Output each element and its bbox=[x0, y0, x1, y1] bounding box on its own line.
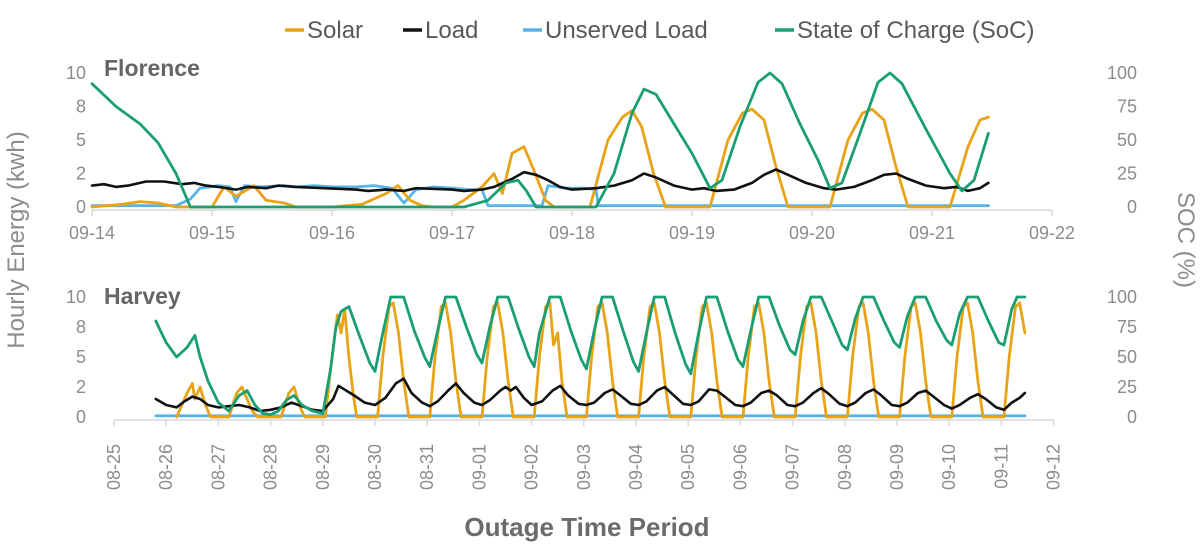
x-tick-label: 09-04 bbox=[626, 444, 646, 490]
legend-item-solar: Solar bbox=[285, 17, 363, 44]
y-right-tick-label: 50 bbox=[1117, 347, 1137, 367]
legend-label-unserved-load: Unserved Load bbox=[545, 17, 708, 44]
x-tick-label: 09-20 bbox=[789, 223, 835, 243]
series-line-load bbox=[90, 168, 990, 193]
y-left-tick-label: 10 bbox=[66, 63, 86, 83]
series-line-load bbox=[154, 377, 1027, 413]
y-left-tick-label: 8 bbox=[76, 317, 86, 337]
x-tick-label: 09-02 bbox=[522, 444, 542, 490]
x-tick-label: 09-03 bbox=[574, 444, 594, 490]
y-left-tick-label: 10 bbox=[66, 287, 86, 307]
y-right-tick-label: 25 bbox=[1117, 377, 1137, 397]
florence-panel: 09-14 09-15 09-16 09-17 09-18 09-19 09-20 09-21… bbox=[66, 55, 1137, 243]
y-right-tick-label: 75 bbox=[1117, 317, 1137, 337]
x-tick-label: 09-14 bbox=[69, 223, 115, 243]
y-right-tick-label: 50 bbox=[1117, 130, 1137, 150]
y-right-tick-label: 100 bbox=[1107, 287, 1137, 307]
x-tick-label: 09-11 bbox=[991, 444, 1011, 489]
x-tick-label: 09-06 bbox=[730, 444, 750, 490]
harvey-panel: 08-25 08-26 08-27 08-28 08-29 08-30 08-31 09-01… bbox=[66, 283, 1137, 490]
x-tick-label: 09-16 bbox=[309, 223, 355, 243]
legend-item-load: Load bbox=[403, 17, 478, 44]
legend-item-state-of-charge-soc: State of Charge (SoC) bbox=[775, 17, 1034, 44]
legend-label-state-of-charge-soc: State of Charge (SoC) bbox=[797, 17, 1034, 44]
series-line-solar bbox=[175, 301, 1027, 419]
series-line-state-of-charge-soc bbox=[90, 71, 990, 209]
x-tick-label: 09-05 bbox=[678, 444, 698, 490]
y-right-tick-label: 25 bbox=[1117, 164, 1137, 184]
y-right-axis-title: SOC (%) bbox=[1172, 192, 1199, 288]
series-line-solar bbox=[90, 107, 990, 209]
y-right-tick-label: 0 bbox=[1127, 197, 1137, 217]
legend-label-load: Load bbox=[425, 17, 478, 44]
x-tick-label: 09-15 bbox=[189, 223, 235, 243]
x-tick-label: 09-18 bbox=[549, 223, 595, 243]
legend-label-solar: Solar bbox=[307, 17, 363, 44]
x-tick-label: 09-09 bbox=[887, 444, 907, 490]
x-tick-label: 09-21 bbox=[909, 223, 955, 243]
x-axis-title: Outage Time Period bbox=[464, 512, 709, 542]
x-tick-label: 09-07 bbox=[783, 444, 803, 490]
x-tick-label: 08-25 bbox=[104, 444, 124, 490]
x-tick-label: 09-10 bbox=[939, 444, 959, 490]
x-tick-label: 08-28 bbox=[261, 444, 281, 490]
x-tick-label: 08-30 bbox=[365, 444, 385, 490]
x-tick-label: 09-12 bbox=[1044, 444, 1064, 490]
series-line-unserved-load bbox=[90, 184, 990, 208]
x-tick-label: 08-31 bbox=[417, 444, 437, 490]
x-tick-label: 09-01 bbox=[469, 444, 489, 490]
y-left-tick-label: 2 bbox=[76, 164, 86, 184]
x-tick-label: 08-27 bbox=[208, 444, 228, 490]
y-left-tick-label: 0 bbox=[76, 407, 86, 427]
y-left-tick-label: 5 bbox=[76, 347, 86, 367]
y-left-tick-label: 8 bbox=[76, 97, 86, 117]
series-line-state-of-charge-soc bbox=[154, 295, 1027, 417]
panel-title: Harvey bbox=[104, 283, 181, 309]
x-tick-label: 09-08 bbox=[835, 444, 855, 490]
legend: Solar Load Unserved Load State of Charge (S… bbox=[285, 17, 1034, 44]
y-right-tick-label: 100 bbox=[1107, 63, 1137, 83]
y-right-tick-label: 0 bbox=[1127, 407, 1137, 427]
legend-item-unserved-load: Unserved Load bbox=[523, 17, 708, 44]
y-right-tick-label: 75 bbox=[1117, 97, 1137, 117]
x-tick-label: 08-26 bbox=[156, 444, 176, 490]
x-tick-label: 09-19 bbox=[669, 223, 715, 243]
y-left-axis-title: Hourly Energy (kwh) bbox=[3, 131, 30, 348]
y-left-tick-label: 2 bbox=[76, 377, 86, 397]
y-left-tick-label: 0 bbox=[76, 197, 86, 217]
x-tick-label: 08-29 bbox=[313, 444, 333, 490]
y-left-tick-label: 5 bbox=[76, 130, 86, 150]
x-tick-label: 09-17 bbox=[429, 223, 475, 243]
x-tick-label: 09-22 bbox=[1029, 223, 1075, 243]
panel-title: Florence bbox=[104, 55, 200, 81]
